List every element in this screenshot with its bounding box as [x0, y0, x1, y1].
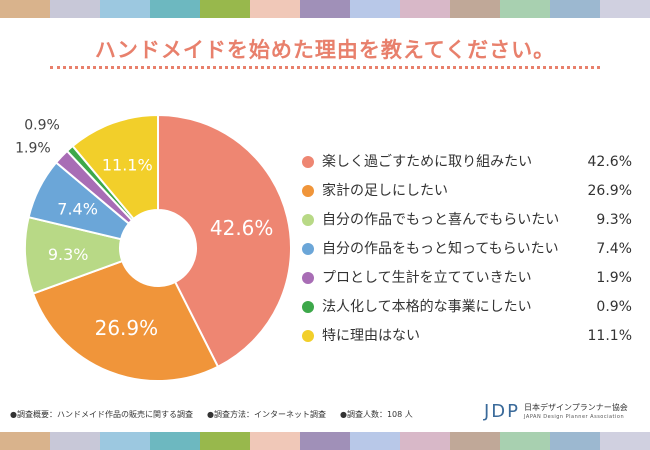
stripe-block — [50, 0, 100, 18]
logo-text: 日本デザインプランナー協会 JAPAN Design Planner Assoc… — [524, 403, 628, 421]
legend-label: 楽しく過ごすために取り組みたい — [322, 154, 533, 170]
stripe-block — [250, 432, 300, 450]
stripe-block — [450, 0, 500, 18]
stripe-block — [350, 432, 400, 450]
slice-value-label: 7.4% — [57, 200, 98, 219]
stripe-block — [400, 432, 450, 450]
legend-color-dot — [302, 301, 314, 313]
legend-label: 家計の足しにしたい — [322, 183, 448, 199]
legend-label: 自分の作品をもっと知ってもらいたい — [322, 241, 559, 257]
pie-slice — [31, 259, 220, 382]
legend-item: 楽しく過ごすために取り組みたい 42.6% — [302, 152, 632, 181]
legend-item: プロとして生計を立てていきたい 1.9% — [302, 268, 632, 297]
stripe-block — [200, 432, 250, 450]
legend-color-dot — [302, 214, 314, 226]
stripe-block — [100, 432, 150, 450]
legend-label: 法人化して本格的な事業にしたい — [322, 299, 532, 315]
pie-slice — [157, 113, 292, 369]
legend-color-dot — [302, 156, 314, 168]
stripe-block — [350, 0, 400, 18]
stripe-block — [400, 0, 450, 18]
survey-summary: ●調査概要：ハンドメイド作品の販売に関する調査 — [10, 410, 193, 419]
stripe-block — [150, 0, 200, 18]
stripe-block — [0, 0, 50, 18]
legend-item: 家計の足しにしたい 26.9% — [302, 181, 632, 210]
stripe-block — [150, 432, 200, 450]
donut-chart: 42.6% 26.9% 9.3% 7.4% 1.9% 0.9% 11.1% — [15, 113, 292, 382]
stripe-block — [600, 432, 650, 450]
stripe-block — [100, 0, 150, 18]
survey-footer: ●調査概要：ハンドメイド作品の販売に関する調査 ●調査方法：インターネット調査 … — [10, 409, 480, 420]
stripe-block — [300, 0, 350, 18]
stripe-block — [450, 432, 500, 450]
legend-item: 自分の作品をもっと知ってもらいたい 7.4% — [302, 239, 632, 268]
legend-label: 自分の作品でもっと喜んでもらいたい — [322, 212, 560, 228]
slice-value-label: 26.9% — [95, 316, 159, 340]
title-underline — [50, 66, 600, 69]
legend-item: 特に理由はない 11.1% — [302, 326, 632, 355]
stripe-block — [500, 432, 550, 450]
stripe-block — [550, 432, 600, 450]
legend-color-dot — [302, 185, 314, 197]
legend-label: 特に理由はない — [322, 328, 420, 344]
stripe-block — [300, 432, 350, 450]
legend-value: 11.1% — [587, 328, 632, 344]
slice-value-label: 42.6% — [210, 216, 274, 240]
legend-color-dot — [302, 330, 314, 342]
slice-value-label: 0.9% — [24, 117, 60, 133]
legend-label: プロとして生計を立てていきたい — [322, 270, 532, 286]
chart-legend: 楽しく過ごすために取り組みたい 42.6% 家計の足しにしたい 26.9% 自分の作品で… — [302, 152, 632, 355]
stripe-block — [250, 0, 300, 18]
stripe-block — [600, 0, 650, 18]
top-color-stripe — [0, 0, 650, 18]
stripe-block — [0, 432, 50, 450]
logo-name-en: JAPAN Design Planner Association — [524, 413, 625, 420]
legend-item: 自分の作品でもっと喜んでもらいたい 9.3% — [302, 210, 632, 239]
pie-slice — [71, 113, 159, 221]
slice-value-label: 11.1% — [102, 155, 153, 174]
logo-name-jp: 日本デザインプランナー協会 — [524, 402, 628, 412]
slice-value-label: 9.3% — [48, 245, 89, 264]
stripe-block — [550, 0, 600, 18]
page-title: ハンドメイドを始めた理由を教えてください。 — [94, 38, 556, 62]
legend-color-dot — [302, 272, 314, 284]
stripe-block — [500, 0, 550, 18]
stripe-block — [200, 0, 250, 18]
legend-value: 26.9% — [587, 183, 632, 199]
jdp-logo: JDP 日本デザインプランナー協会 JAPAN Design Planner A… — [484, 401, 628, 422]
bottom-color-stripe — [0, 432, 650, 450]
legend-value: 1.9% — [596, 270, 632, 286]
legend-value: 7.4% — [596, 241, 632, 257]
legend-color-dot — [302, 243, 314, 255]
legend-value: 9.3% — [596, 212, 632, 228]
survey-count: ●調査人数：108 人 — [339, 410, 413, 419]
logo-mark: JDP — [484, 401, 521, 422]
legend-value: 42.6% — [587, 154, 632, 170]
legend-item: 法人化して本格的な事業にしたい 0.9% — [302, 297, 632, 326]
stripe-block — [50, 432, 100, 450]
legend-value: 0.9% — [596, 299, 632, 315]
slice-value-label: 1.9% — [15, 140, 51, 156]
survey-method: ●調査方法：インターネット調査 — [206, 410, 326, 419]
